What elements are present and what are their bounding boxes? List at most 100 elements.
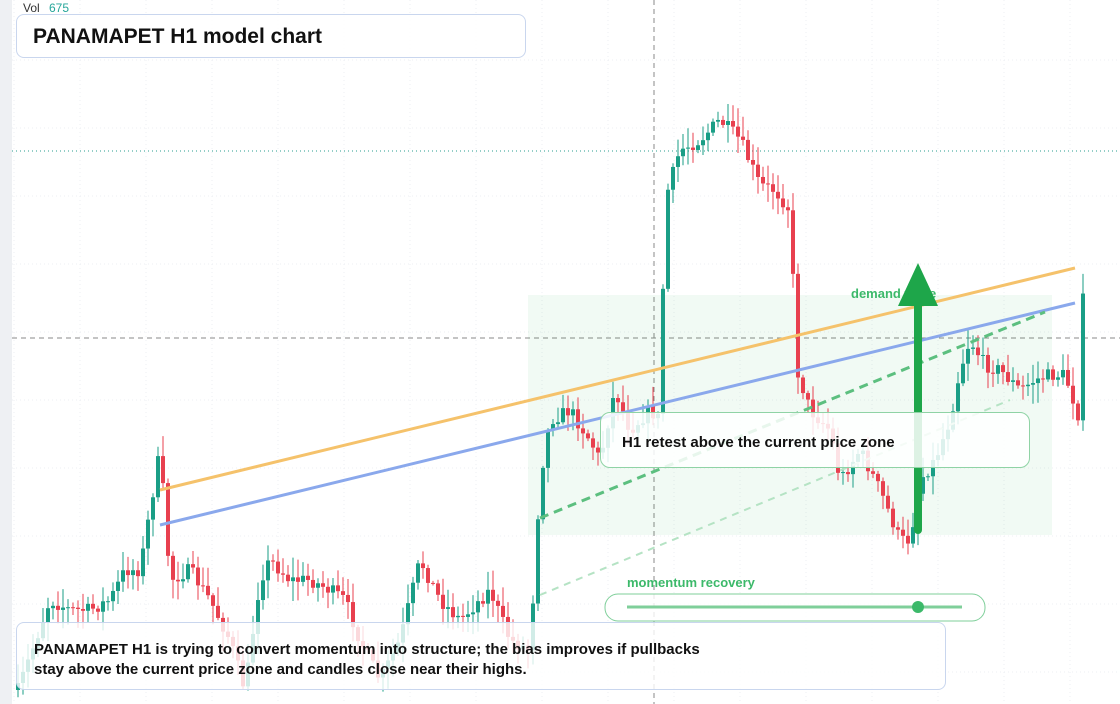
candle-body [51, 605, 55, 609]
candle-body [986, 354, 990, 373]
candle-body [1031, 383, 1035, 385]
candle-body [46, 608, 50, 623]
candle-body [921, 477, 925, 494]
candle-body [791, 210, 795, 274]
candle-body [546, 430, 550, 468]
candle-body [446, 607, 450, 609]
candle-body [996, 365, 1000, 374]
candle-body [586, 433, 590, 439]
candle-body [81, 608, 85, 611]
candle-body [56, 605, 60, 610]
candle-body [421, 563, 425, 569]
candle-body [1011, 380, 1015, 382]
volume-label: Vol [23, 1, 40, 15]
candle-body [76, 607, 80, 609]
candle-body [141, 548, 145, 577]
candle-body [201, 585, 205, 587]
candle-body [161, 456, 165, 484]
candle-body [621, 402, 625, 412]
candle-body [1016, 380, 1020, 386]
candle-body [536, 519, 540, 604]
candle-body [876, 473, 880, 482]
title: PANAMAPET H1 model chart [33, 25, 322, 48]
candle-body [956, 383, 960, 412]
candle-body [91, 603, 95, 609]
note-line: PANAMAPET H1 is trying to convert moment… [34, 641, 700, 658]
candle-body [191, 564, 195, 568]
candle-body [976, 347, 980, 356]
candle-body [906, 535, 910, 544]
callout-box: H1 retest above the current price zone [600, 412, 1030, 468]
candle-body [491, 589, 495, 601]
candle-body [726, 121, 730, 125]
candle-body [571, 409, 575, 416]
candle-body [431, 582, 435, 584]
candle-body [471, 612, 475, 615]
candle-body [841, 472, 845, 474]
candle-body [136, 570, 140, 577]
left-rail [0, 0, 12, 704]
candle-body [101, 601, 105, 612]
candle-body [476, 601, 480, 613]
candle-body [316, 583, 320, 588]
candle-body [686, 147, 690, 149]
candle-body [456, 615, 460, 618]
candle-body [146, 519, 150, 549]
candle-body [736, 126, 740, 137]
candle-body [701, 140, 705, 146]
candle-body [151, 497, 155, 520]
candle-body [336, 585, 340, 592]
candle-body [131, 570, 135, 576]
candle-body [1061, 369, 1065, 378]
candle-body [1041, 378, 1045, 380]
candle-body [681, 148, 685, 157]
candle-body [176, 579, 180, 582]
candle-body [801, 377, 805, 394]
candle-body [1046, 369, 1050, 380]
note-box: PANAMAPET H1 is trying to convert moment… [16, 622, 946, 690]
candle-body [891, 508, 895, 528]
candle-body [171, 555, 175, 580]
candle-body [71, 607, 75, 609]
momentum-label: momentum recovery [627, 575, 756, 590]
candle-body [576, 409, 580, 429]
candle-body [286, 574, 290, 582]
candle-body [66, 607, 70, 609]
candle-body [706, 132, 710, 141]
candle-body [1066, 369, 1070, 386]
candle-body [451, 607, 455, 618]
candle-body [871, 471, 875, 474]
candle-body [751, 159, 755, 165]
candle-body [331, 585, 335, 593]
candle-body [461, 615, 465, 617]
candle-body [301, 575, 305, 582]
candle-body [266, 560, 270, 581]
candle-body [181, 579, 185, 582]
candle-body [716, 119, 720, 122]
candle-body [541, 467, 545, 520]
candle-body [556, 422, 560, 425]
candle-body [741, 136, 745, 140]
candle-body [296, 577, 300, 582]
candle-body [811, 399, 815, 418]
candle-body [406, 603, 410, 625]
candle-body [496, 600, 500, 606]
candle-body [771, 184, 775, 192]
candle-body [1076, 403, 1080, 421]
candle-body [616, 398, 620, 403]
volume-value: 675 [49, 1, 69, 15]
candle-body [991, 372, 995, 374]
candle-body [111, 590, 115, 602]
candle-body [216, 605, 220, 618]
candle-body [416, 563, 420, 583]
candle-body [486, 589, 490, 604]
note-text: PANAMAPET H1 is trying to convert moment… [34, 640, 700, 680]
candle-body [206, 585, 210, 596]
candle-body [721, 119, 725, 125]
candle-body [196, 567, 200, 586]
candle-body [106, 601, 110, 603]
candle-body [746, 139, 750, 160]
candle-body [1071, 385, 1075, 404]
candle-body [441, 594, 445, 609]
candle-body [551, 424, 555, 431]
